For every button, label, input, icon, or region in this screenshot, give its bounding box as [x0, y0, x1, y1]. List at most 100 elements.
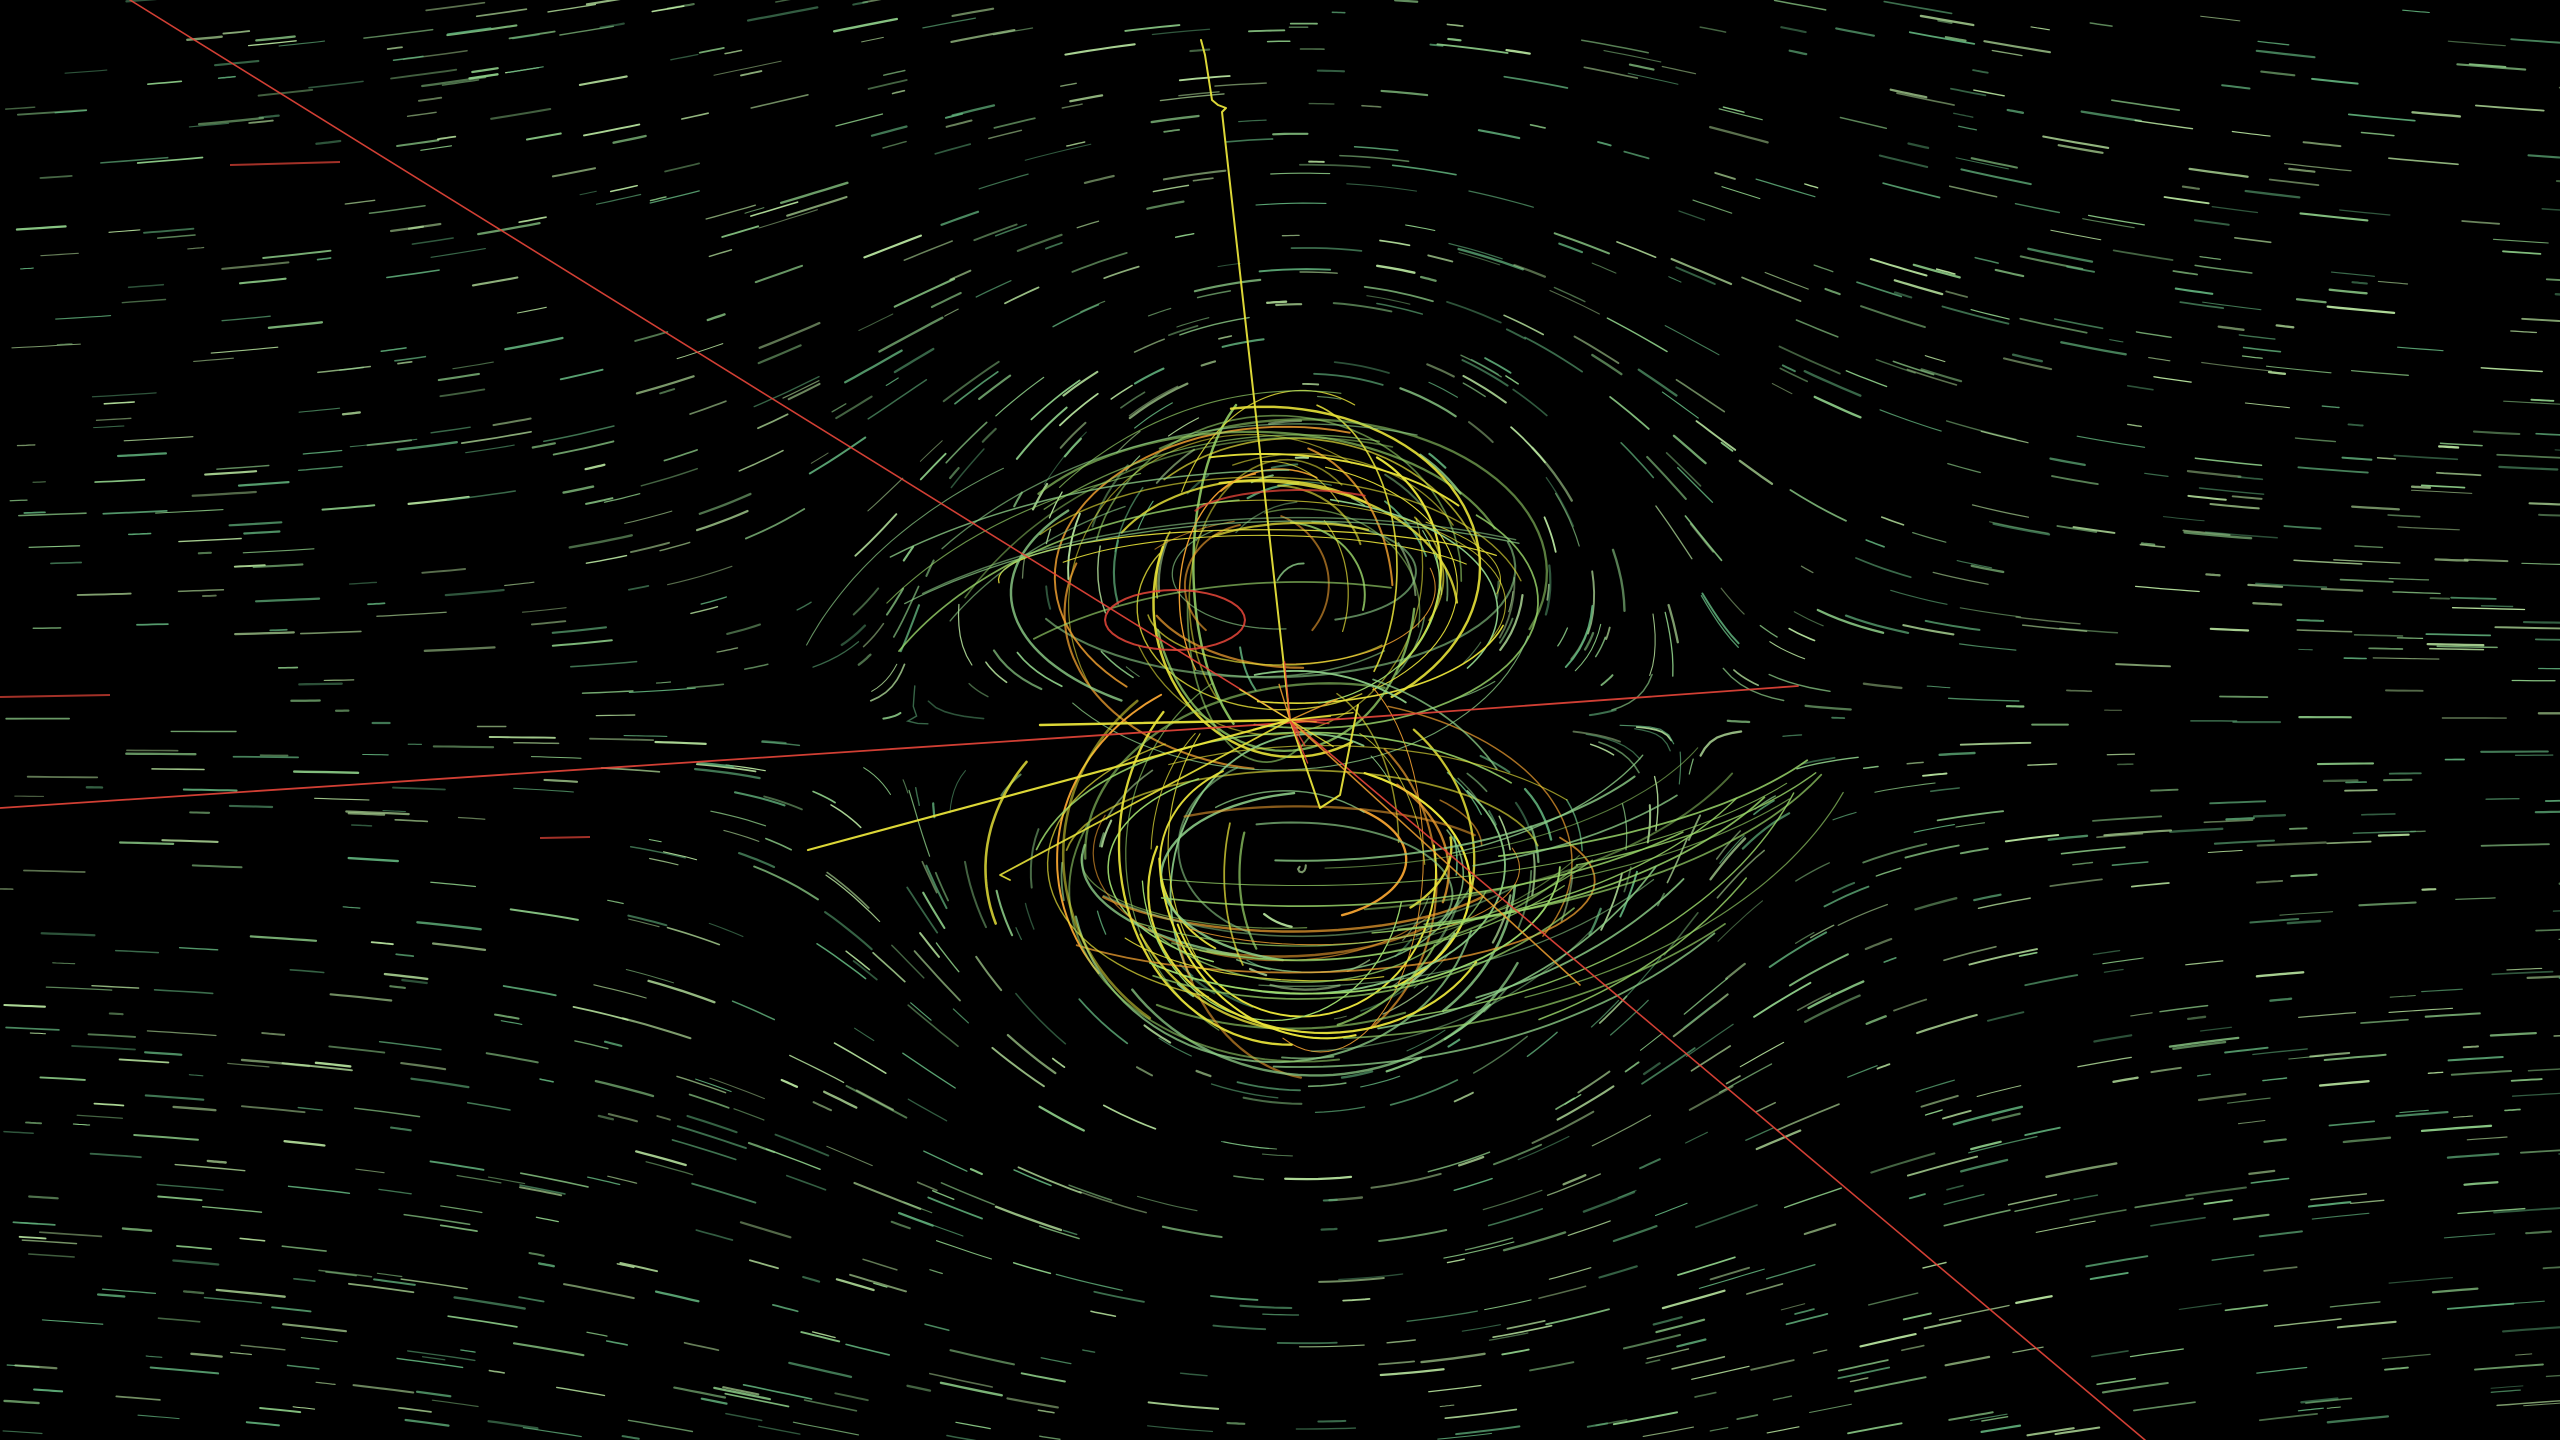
flow-streak — [513, 741, 560, 745]
flow-streak — [1769, 641, 1806, 660]
flow-streak — [2521, 562, 2560, 565]
flow-streak — [1270, 463, 1299, 469]
flow-streak — [1781, 364, 1796, 373]
flow-streak — [792, 1421, 860, 1436]
flow-streak — [151, 768, 205, 771]
flow-streak — [2462, 1045, 2479, 1049]
flow-streak — [1952, 1105, 2024, 1126]
flow-streak — [623, 735, 668, 737]
flow-streak — [281, 1245, 327, 1252]
flow-streak — [2021, 624, 2088, 632]
vortex-loop — [941, 423, 1418, 550]
flow-streak — [2502, 250, 2542, 255]
flow-streak — [257, 88, 314, 97]
flow-streak — [2388, 577, 2430, 581]
flow-streak — [1701, 592, 1740, 645]
flow-streak — [1709, 1426, 1729, 1432]
flow-streak — [1394, 0, 1419, 3]
flow-streak — [2056, 525, 2098, 533]
flow-streak — [2258, 1230, 2303, 1238]
flow-streak — [927, 700, 985, 720]
flow-streak — [191, 490, 257, 497]
flow-streak — [188, 1074, 204, 1077]
flow-streak — [1788, 953, 1849, 987]
flow-streak — [240, 1105, 306, 1114]
flow-streak — [203, 1296, 263, 1304]
flow-streak — [456, 1174, 502, 1184]
flow-streak — [345, 810, 410, 816]
flow-streak — [774, 1133, 830, 1157]
flow-streak — [1695, 1204, 1758, 1229]
flow-streak — [1620, 442, 1655, 479]
flow-streak — [1017, 1166, 1082, 1194]
flow-streak — [1529, 123, 1546, 129]
flow-streak — [1290, 247, 1363, 252]
flow-streak — [746, 6, 819, 22]
flow-streak — [315, 1381, 336, 1386]
flow-streak — [453, 1296, 526, 1310]
flow-streak — [1803, 370, 1862, 397]
flow-streak — [1690, 1045, 1732, 1072]
flow-streak — [1941, 305, 2010, 325]
flow-streak — [1477, 129, 1521, 140]
flow-streak — [1766, 1426, 1800, 1434]
flow-streak — [659, 541, 691, 552]
flow-streak — [2024, 1126, 2061, 1137]
flow-streak — [2187, 1015, 2207, 1021]
flow-streak — [589, 737, 655, 741]
flow-streak — [2248, 1169, 2276, 1176]
flow-streak — [1901, 1344, 1925, 1352]
vortex-loop — [1168, 745, 1568, 801]
flow-streak — [45, 986, 113, 991]
flow-streak — [2352, 830, 2417, 835]
flow-streak — [840, 624, 867, 647]
vortex-loop — [1046, 743, 1210, 998]
flow-streak — [444, 588, 505, 597]
flow-streak — [1013, 491, 1023, 508]
flow-streak — [2426, 642, 2485, 647]
flow-streak — [156, 234, 196, 239]
flow-streak — [572, 1006, 629, 1021]
flow-streak — [504, 336, 564, 351]
flow-streak — [1548, 1267, 1592, 1280]
flow-streak — [824, 911, 873, 951]
flow-streak — [293, 770, 360, 774]
vortex-loop — [1406, 792, 1795, 1018]
flow-streak — [1676, 1338, 1707, 1348]
vortex-loops — [806, 389, 1844, 1079]
flow-streak — [518, 1296, 545, 1303]
center-knot-trace — [1278, 683, 1291, 721]
flow-streak — [808, 436, 867, 475]
flow-streak — [1688, 1085, 1734, 1111]
flow-streak — [1778, 345, 1841, 375]
flow-streak — [1052, 303, 1100, 328]
flow-streak — [913, 950, 961, 1002]
flow-streak — [2480, 367, 2543, 373]
flow-streak — [1856, 281, 1903, 298]
flow-streak — [1157, 539, 1169, 594]
vortex-loop — [949, 505, 1126, 622]
flow-streak — [1980, 1424, 2022, 1434]
flow-streak — [1078, 998, 1129, 1045]
flow-streak — [2298, 1011, 2357, 1019]
flow-streak — [1453, 1091, 1474, 1103]
flow-streak — [867, 477, 904, 512]
flow-streak — [347, 856, 399, 863]
flow-streak — [259, 1407, 302, 1414]
center-knot-trace — [1239, 688, 1291, 721]
flow-streak — [1862, 843, 1928, 864]
flow-streak — [1016, 233, 1063, 252]
flow-streak — [1307, 1082, 1347, 1088]
flow-streak — [177, 589, 225, 593]
flow-streak — [1671, 1355, 1726, 1370]
flow-streak — [1768, 673, 1831, 693]
flow-streak — [2480, 843, 2550, 847]
flow-streak — [2309, 1051, 2351, 1058]
flow-streak — [2360, 1018, 2409, 1024]
flow-streak — [2162, 516, 2205, 522]
flow-streak — [1100, 819, 1113, 848]
orange-trace-lower-right — [1289, 719, 1581, 986]
flow-streak — [700, 1397, 728, 1405]
flow-streak — [373, 1278, 416, 1286]
flow-streak — [1436, 43, 1509, 54]
